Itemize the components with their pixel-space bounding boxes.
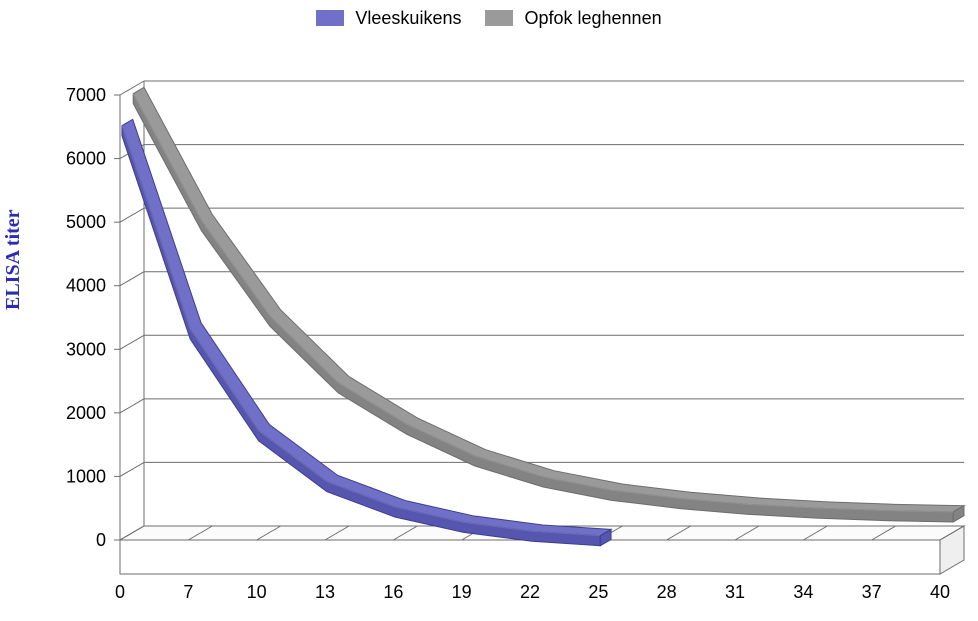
svg-text:28: 28: [657, 582, 677, 602]
svg-text:0: 0: [115, 582, 125, 602]
svg-text:2000: 2000: [66, 403, 106, 423]
svg-text:37: 37: [862, 582, 882, 602]
svg-text:6000: 6000: [66, 149, 106, 169]
legend-label: Opfok leghennen: [524, 8, 661, 28]
svg-text:13: 13: [315, 582, 335, 602]
svg-text:40: 40: [930, 582, 950, 602]
svg-text:22: 22: [520, 582, 540, 602]
svg-text:7000: 7000: [66, 85, 106, 105]
chart-svg: 0 1000 2000 3000 4000 5000 6000 7000 0 7 10 13 16 19 2…: [0, 0, 978, 621]
svg-text:25: 25: [588, 582, 608, 602]
chart-container: Vleeskuikens Opfok leghennen ELISA titer…: [0, 0, 978, 621]
svg-text:3000: 3000: [66, 339, 106, 359]
legend-swatch: [316, 10, 344, 26]
y-axis-label: ELISA titer: [2, 209, 25, 310]
svg-text:34: 34: [793, 582, 813, 602]
svg-text:0: 0: [96, 530, 106, 550]
svg-text:7: 7: [183, 582, 193, 602]
legend: Vleeskuikens Opfok leghennen: [0, 8, 978, 29]
svg-text:16: 16: [383, 582, 403, 602]
svg-text:5000: 5000: [66, 212, 106, 232]
legend-label: Vleeskuikens: [355, 8, 461, 28]
legend-swatch: [485, 10, 513, 26]
svg-text:10: 10: [247, 582, 267, 602]
legend-item-vleeskuikens: Vleeskuikens: [316, 8, 461, 29]
svg-text:4000: 4000: [66, 276, 106, 296]
legend-item-opfok: Opfok leghennen: [485, 8, 661, 29]
svg-text:31: 31: [725, 582, 745, 602]
svg-text:1000: 1000: [66, 466, 106, 486]
svg-text:19: 19: [452, 582, 472, 602]
